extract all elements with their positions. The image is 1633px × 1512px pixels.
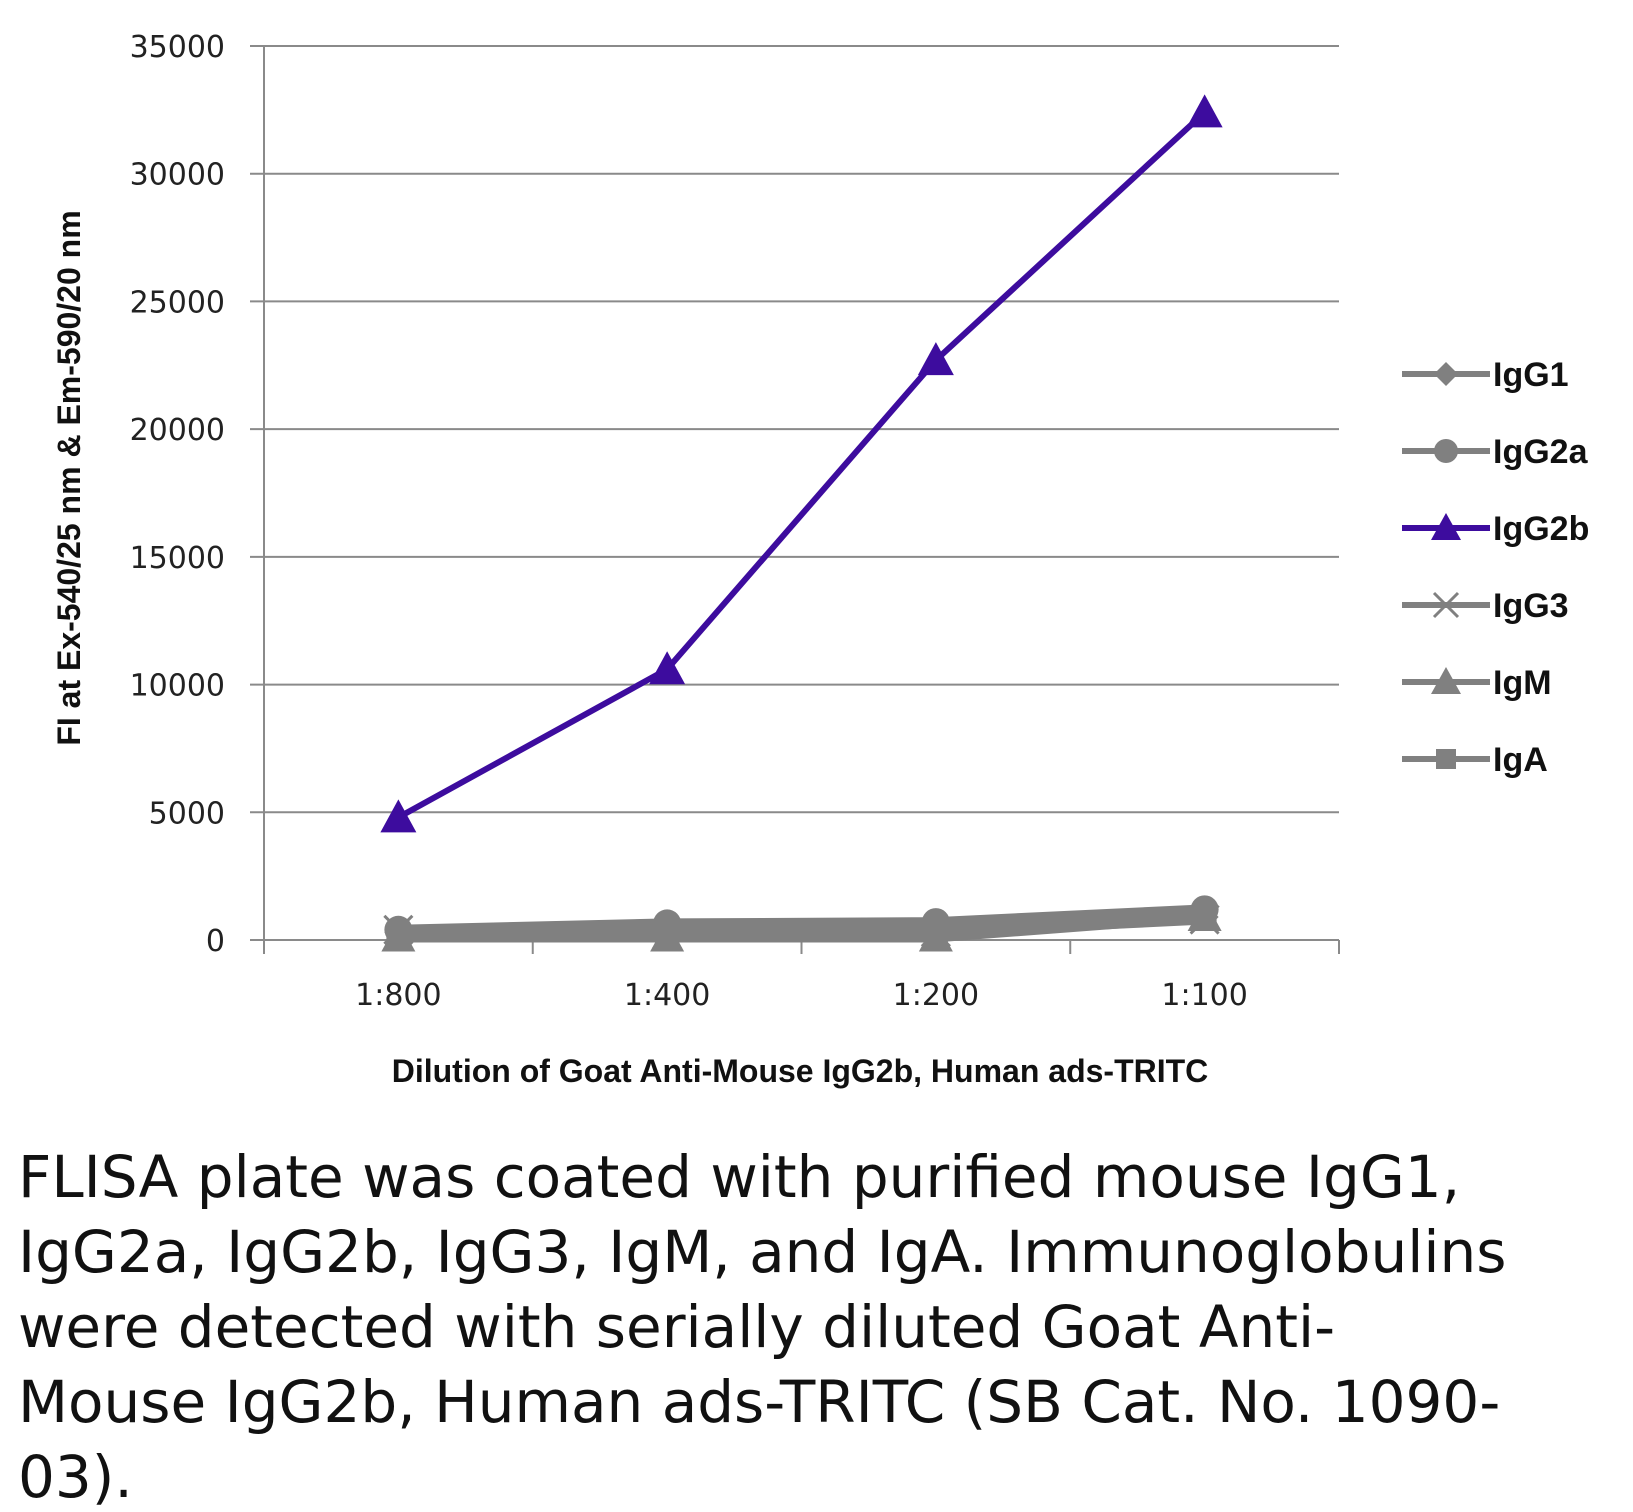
series-line xyxy=(396,110,1207,821)
y-tick-label: 5000 xyxy=(149,796,225,831)
legend-item-igg2a: IgG2a xyxy=(1402,433,1589,471)
x-tick-label: 1:100 xyxy=(1161,978,1247,1013)
data-point-triangle xyxy=(1431,513,1461,540)
y-tick-label: 25000 xyxy=(130,285,225,320)
y-tick-label: 10000 xyxy=(130,669,225,704)
y-axis-label: FI at Ex-540/25 nm & Em-590/20 nm xyxy=(51,210,87,745)
data-point-diamond xyxy=(1434,362,1458,386)
x-tick-label: 1:800 xyxy=(355,978,441,1013)
data-point-triangle xyxy=(1186,94,1223,128)
legend-label: IgG3 xyxy=(1493,587,1569,625)
data-point-triangle xyxy=(380,799,417,833)
data-point-circle xyxy=(921,908,950,937)
data-point-square xyxy=(1436,749,1456,769)
legend-item-iga: IgA xyxy=(1402,741,1548,779)
data-point-x xyxy=(1432,591,1460,619)
data-point-circle xyxy=(1434,439,1458,463)
series-igg2b xyxy=(380,94,1223,833)
data-point-circle xyxy=(1190,895,1219,924)
y-tick-label: 30000 xyxy=(130,158,225,193)
line-chart: 0 5000 10000 15000 20000 25000 30000 35000 1:800… xyxy=(51,30,1589,1089)
series-line xyxy=(398,904,1205,935)
x-tick-label: 1:400 xyxy=(624,978,710,1013)
data-point-triangle xyxy=(917,342,954,376)
data-point-triangle xyxy=(649,651,686,685)
x-tick-label: 1:200 xyxy=(893,978,979,1013)
y-tick-label: 35000 xyxy=(130,30,225,65)
legend-label: IgA xyxy=(1493,741,1548,779)
legend-item-igm: IgM xyxy=(1402,664,1552,702)
x-axis-label: Dilution of Goat Anti-Mouse IgG2b, Human… xyxy=(392,1053,1209,1089)
y-tick-label: 20000 xyxy=(130,413,225,448)
y-tick-label: 0 xyxy=(206,924,225,959)
legend-item-igg1: IgG1 xyxy=(1402,356,1569,394)
legend-label: IgG2b xyxy=(1493,510,1589,548)
data-point-triangle xyxy=(1431,667,1461,694)
legend-label: IgG2a xyxy=(1493,433,1589,471)
y-tick-label: 15000 xyxy=(130,541,225,576)
legend-label: IgM xyxy=(1493,664,1552,702)
series-igg2a xyxy=(384,895,1219,944)
figure-caption: FLISA plate was coated with purified mou… xyxy=(18,1143,1507,1511)
legend-item-igg3: IgG3 xyxy=(1402,587,1569,625)
series-line xyxy=(398,914,1205,940)
legend-label: IgG1 xyxy=(1493,356,1569,394)
data-point-circle xyxy=(653,909,682,938)
data-point-circle xyxy=(384,915,413,944)
legend-item-igg2b: IgG2b xyxy=(1402,510,1589,548)
